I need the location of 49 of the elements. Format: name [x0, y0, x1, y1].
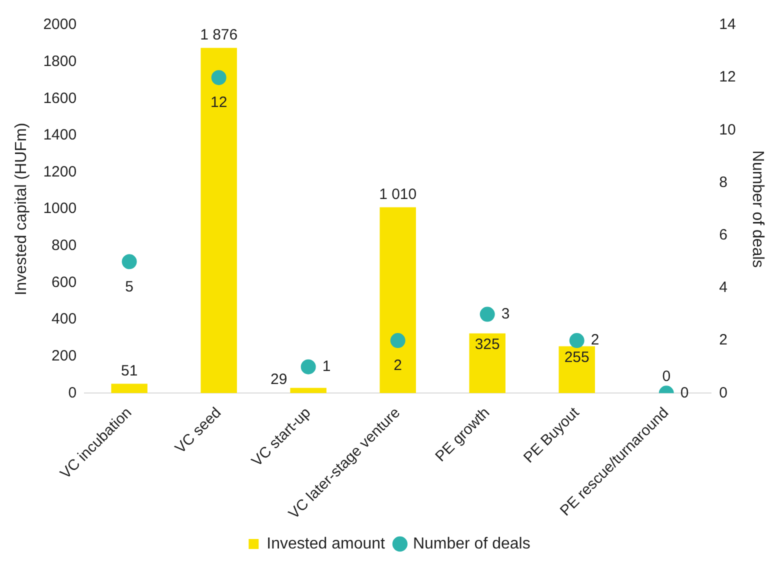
y-tick-label: 1600 — [43, 90, 77, 107]
y2-tick-label: 10 — [719, 121, 736, 138]
bar — [558, 346, 595, 394]
y-tick-label: 1200 — [43, 163, 77, 180]
point — [300, 359, 316, 374]
y-axis-title: Invested capital (HUFm) — [13, 122, 30, 296]
legend-label: Invested amount — [266, 535, 386, 552]
y2-tick-label: 8 — [719, 174, 728, 191]
bar — [200, 48, 237, 394]
data-label: 2 — [394, 357, 402, 374]
y-tick-label: 1400 — [43, 126, 77, 144]
y2-tick-label: 0 — [719, 384, 728, 402]
legend-label: Number of deals — [412, 535, 530, 552]
data-label: 325 — [474, 336, 500, 353]
bar — [380, 207, 416, 394]
bar — [111, 384, 148, 394]
y2-axis-title: Number of deals — [748, 150, 766, 268]
y-tick-label: 1000 — [43, 200, 77, 218]
y-tick-label: 200 — [52, 347, 77, 364]
point — [480, 306, 495, 322]
data-label: 1 010 — [379, 186, 417, 203]
y2-tick-label: 2 — [719, 332, 728, 349]
point — [211, 70, 226, 86]
y-tick-label: 400 — [52, 310, 77, 328]
y-tick-label: 800 — [52, 237, 77, 254]
data-label: 51 — [120, 362, 138, 380]
y-tick-label: 600 — [52, 274, 77, 291]
data-label: 29 — [270, 370, 288, 388]
y-tick-label: 1800 — [43, 52, 77, 70]
data-label: 1 — [322, 358, 331, 375]
y2-tick-label: 12 — [719, 68, 736, 86]
data-label: 0 — [662, 368, 671, 385]
point — [122, 254, 137, 270]
data-label: 0 — [680, 384, 689, 402]
data-label: 5 — [125, 278, 134, 296]
y-tick-label: 2000 — [43, 16, 77, 34]
y2-tick-label: 4 — [719, 279, 728, 296]
bar — [469, 333, 506, 394]
data-label: 12 — [210, 94, 228, 112]
y2-tick-label: 6 — [719, 226, 728, 244]
data-label: 2 — [590, 332, 600, 349]
data-label: 3 — [501, 305, 510, 322]
y2-tick-label: 14 — [719, 16, 736, 34]
bar — [290, 388, 326, 394]
point — [569, 333, 584, 348]
y-tick-label: 0 — [68, 384, 77, 402]
data-label: 1 876 — [200, 26, 238, 44]
point — [390, 333, 406, 348]
data-label: 255 — [564, 348, 590, 366]
